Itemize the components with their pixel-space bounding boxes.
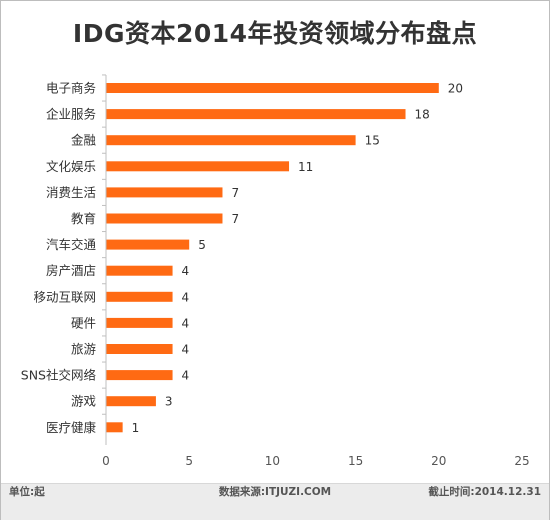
x-tick-label: 10 — [265, 454, 280, 468]
x-tick-label: 5 — [185, 454, 193, 468]
category-label: 消费生活 — [46, 185, 96, 200]
data-label: 4 — [182, 316, 190, 330]
category-label: 硬件 — [71, 315, 96, 330]
bar — [106, 291, 173, 302]
source-note: 数据来源:ITJUZI.COM — [218, 486, 332, 498]
bar — [106, 396, 156, 407]
data-label: 1 — [132, 421, 140, 435]
data-label: 5 — [198, 238, 206, 252]
data-label: 4 — [182, 290, 190, 304]
category-label: 汽车交通 — [46, 237, 97, 252]
category-label: 电子商务 — [46, 81, 96, 96]
bar — [106, 213, 223, 224]
data-label: 15 — [365, 134, 380, 148]
bar — [106, 370, 173, 381]
category-label: 教育 — [71, 211, 96, 226]
unit-note: 单位:起 — [9, 486, 45, 498]
x-tick-label: 20 — [431, 454, 446, 468]
category-label: 金融 — [71, 133, 97, 148]
bar — [106, 83, 439, 93]
category-label: 移动互联网 — [33, 289, 96, 304]
x-tick-label: 25 — [514, 454, 529, 468]
data-label: 11 — [298, 160, 313, 174]
category-label: 游戏 — [71, 394, 96, 409]
bar — [106, 344, 173, 354]
bar — [106, 422, 123, 433]
bar — [106, 135, 356, 146]
bar — [106, 265, 173, 276]
category-label: 旅游 — [71, 342, 97, 357]
x-tick-label: 15 — [348, 454, 363, 468]
data-label: 18 — [415, 108, 430, 122]
bar — [106, 187, 223, 198]
data-label: 4 — [182, 369, 190, 383]
data-label: 20 — [448, 82, 463, 96]
category-label: 文化娱乐 — [46, 159, 96, 174]
data-label: 4 — [182, 343, 190, 357]
data-label: 7 — [231, 212, 239, 226]
bar — [106, 239, 190, 250]
category-label: 医疗健康 — [46, 420, 97, 435]
bar — [106, 109, 406, 120]
bar — [106, 161, 290, 172]
category-label: 房产酒店 — [46, 263, 96, 278]
footer-bar: 单位:起 数据来源:ITJUZI.COM 截止时间:2014.12.31 — [1, 483, 549, 520]
cutoff-date-note: 截止时间:2014.12.31 — [428, 486, 541, 498]
category-label: SNS社交网络 — [21, 368, 97, 383]
data-label: 4 — [182, 264, 190, 278]
data-label: 3 — [165, 395, 173, 409]
x-tick-label: 0 — [102, 454, 110, 468]
data-label: 7 — [231, 186, 239, 200]
category-label: 企业服务 — [46, 107, 96, 122]
bar — [106, 317, 173, 328]
chart-title: IDG资本2014年投资领域分布盘点 — [72, 19, 478, 48]
